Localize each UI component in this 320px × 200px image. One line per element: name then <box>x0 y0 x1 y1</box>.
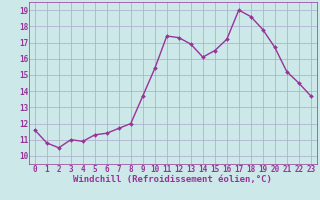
X-axis label: Windchill (Refroidissement éolien,°C): Windchill (Refroidissement éolien,°C) <box>73 175 272 184</box>
